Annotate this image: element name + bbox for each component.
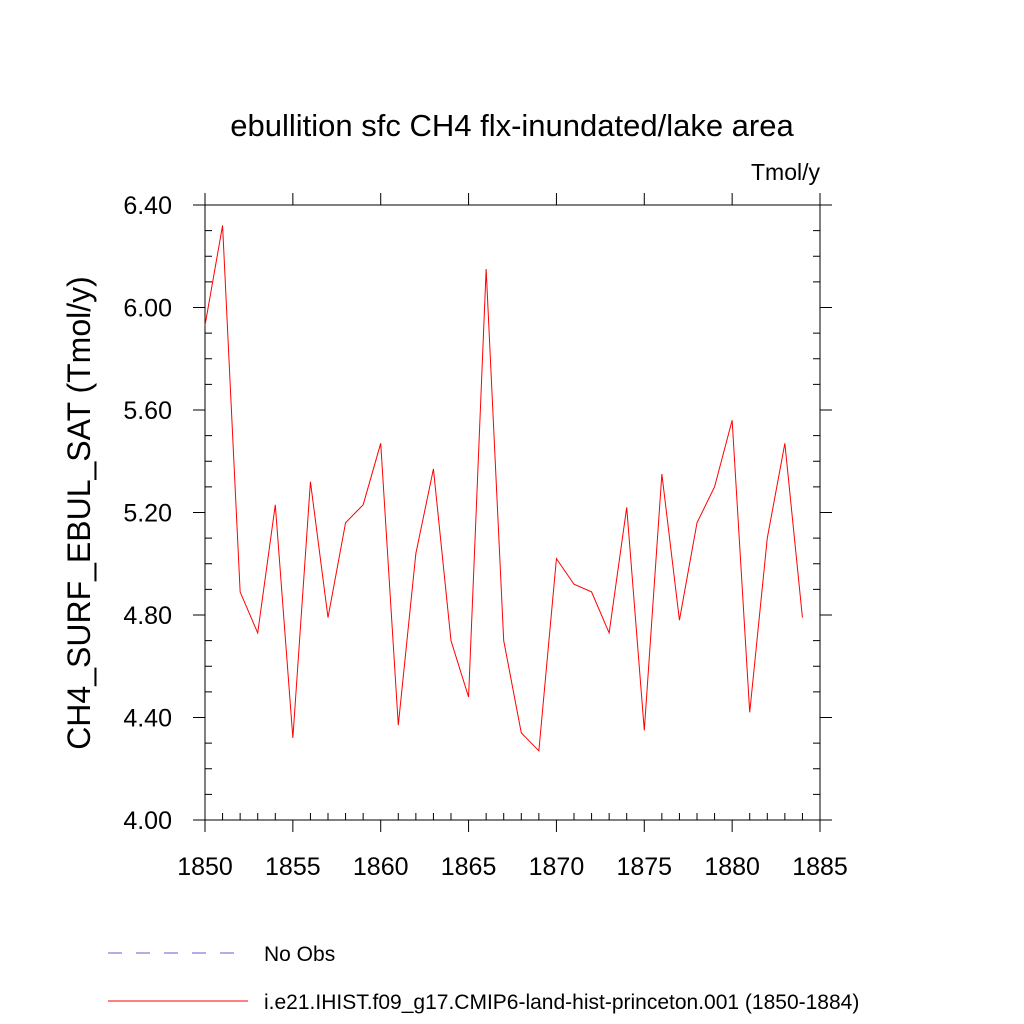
units-label: Tmol/y	[751, 159, 821, 185]
series-line-0	[204, 225, 803, 752]
x-tick-label: 1875	[616, 853, 672, 881]
legend-label-no-obs: No Obs	[264, 943, 335, 966]
x-tick-label: 1850	[177, 853, 233, 881]
x-tick-label: 1885	[792, 853, 848, 881]
x-tick-label: 1865	[441, 853, 497, 881]
y-tick-label: 6.00	[123, 295, 172, 323]
x-tick-label: 1880	[704, 853, 760, 881]
legend: No Obs i.e21.IHIST.f09_g17.CMIP6-land-hi…	[108, 943, 859, 1014]
y-tick-label: 4.40	[123, 705, 172, 733]
axis-ticks	[193, 193, 832, 832]
legend-label-model: i.e21.IHIST.f09_g17.CMIP6-land-hist-prin…	[264, 991, 859, 1014]
y-tick-label: 5.20	[123, 500, 172, 528]
y-axis-label: CH4_SURF_EBUL_SAT (Tmol/y)	[61, 276, 97, 750]
y-tick-label: 5.60	[123, 397, 172, 425]
x-tick-label: 1870	[529, 853, 585, 881]
y-tick-label: 6.40	[123, 192, 172, 220]
plot-frame	[204, 204, 821, 821]
axis-tick-labels: 1850 1855 1860 1865 1870 1875 1880 1885 4.00 4.40…	[123, 192, 847, 881]
chart-title: ebullition sfc CH4 flx-inundated/lake ar…	[230, 108, 794, 143]
y-tick-label: 4.80	[123, 602, 172, 630]
x-tick-label: 1860	[353, 853, 409, 881]
series-lines	[204, 225, 803, 752]
y-tick-label: 4.00	[123, 807, 172, 835]
x-tick-label: 1855	[265, 853, 321, 881]
